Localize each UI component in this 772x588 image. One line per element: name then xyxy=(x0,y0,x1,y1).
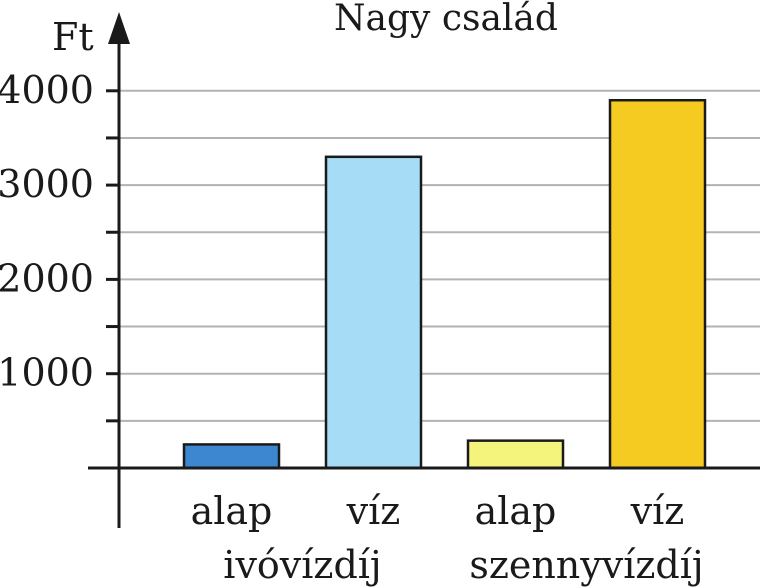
bar xyxy=(466,439,565,470)
category-label: alap xyxy=(191,489,273,533)
chart-title: Nagy család xyxy=(334,0,558,39)
y-tick-label: 2000 xyxy=(0,256,94,300)
bar xyxy=(324,155,423,470)
group-label: szennyvízdíj xyxy=(469,543,703,587)
axes xyxy=(88,12,760,528)
bar xyxy=(608,98,707,470)
category-label: víz xyxy=(346,489,401,533)
y-tick-label: 3000 xyxy=(0,162,94,206)
category-label: víz xyxy=(630,489,685,533)
category-label: alap xyxy=(475,489,557,533)
y-tick-label: 4000 xyxy=(0,68,94,112)
y-axis-arrow-icon xyxy=(108,12,130,44)
category-labels: alap víz alap víz ivóvízdíj szennyvízdíj xyxy=(191,489,704,587)
group-label: ivóvízdíj xyxy=(223,543,381,587)
bars xyxy=(182,98,707,470)
y-tick-labels: 1000 2000 3000 4000 xyxy=(0,68,119,423)
y-tick-label: 1000 xyxy=(0,351,94,395)
y-axis-label: Ft xyxy=(52,15,94,59)
bar xyxy=(182,443,281,470)
grid-lines xyxy=(119,89,760,422)
